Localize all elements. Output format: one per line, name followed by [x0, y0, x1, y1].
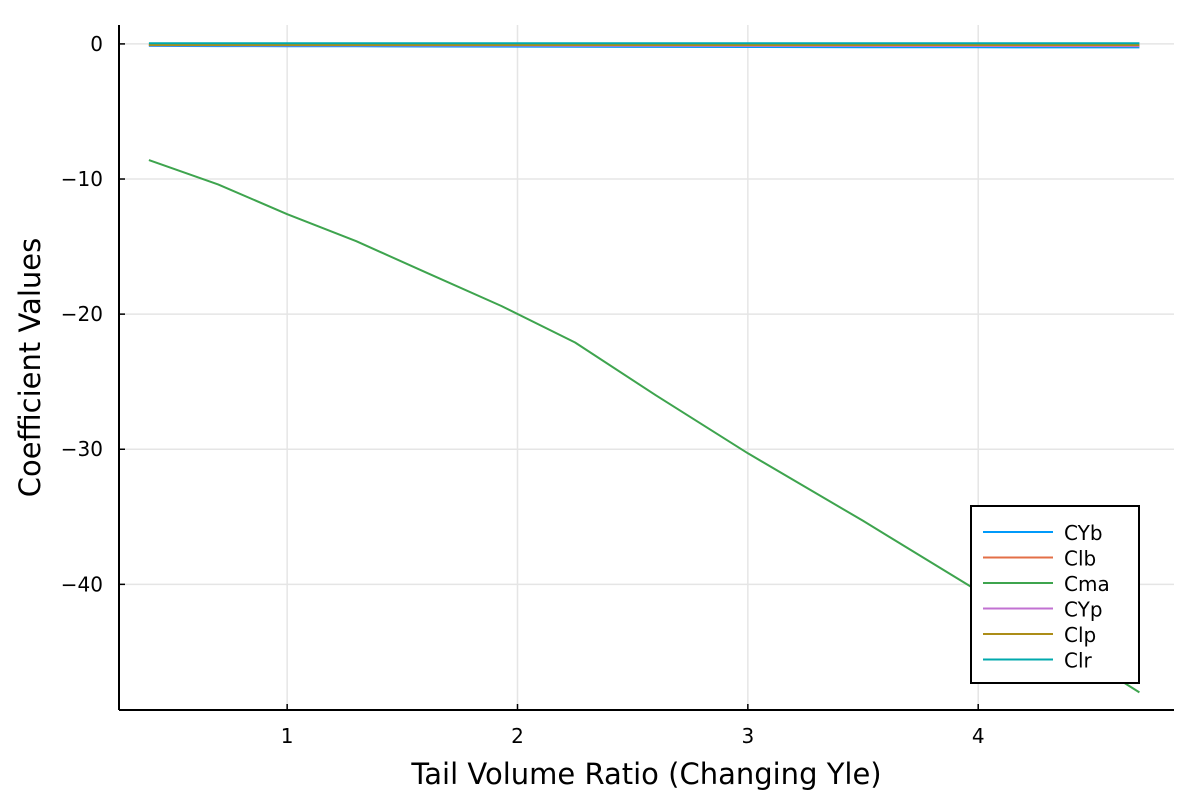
series-line-cma — [148, 159, 1140, 694]
y-tick-label: −10 — [61, 167, 103, 191]
legend-label-clp: Clp — [1064, 623, 1096, 647]
x-tick-label: 2 — [511, 724, 524, 748]
legend-box — [970, 505, 1140, 684]
y-axis-title: Coefficient Values — [13, 238, 47, 497]
y-tick-label: −30 — [61, 437, 103, 461]
x-tick-label: 3 — [741, 724, 754, 748]
series-lines — [148, 42, 1140, 694]
legend-label-cyp: CYp — [1064, 598, 1103, 622]
legend-label-cma: Cma — [1064, 572, 1110, 596]
legend-label-clb: Clb — [1064, 547, 1096, 571]
x-axis-title: Tail Volume Ratio (Changing Yle) — [410, 757, 881, 791]
x-tick-label: 1 — [281, 724, 294, 748]
x-tick-label: 4 — [972, 724, 985, 748]
y-tick-label: −20 — [61, 302, 103, 326]
tick-labels: 1 2 3 4 0 −10 −20 −30 −40 — [61, 32, 985, 748]
legend-label-cyb: CYb — [1064, 521, 1103, 545]
y-tick-label: −40 — [61, 572, 103, 596]
y-tick-label: 0 — [90, 32, 103, 56]
legend-label-clr: Clr — [1064, 649, 1093, 673]
axes — [118, 25, 1174, 711]
